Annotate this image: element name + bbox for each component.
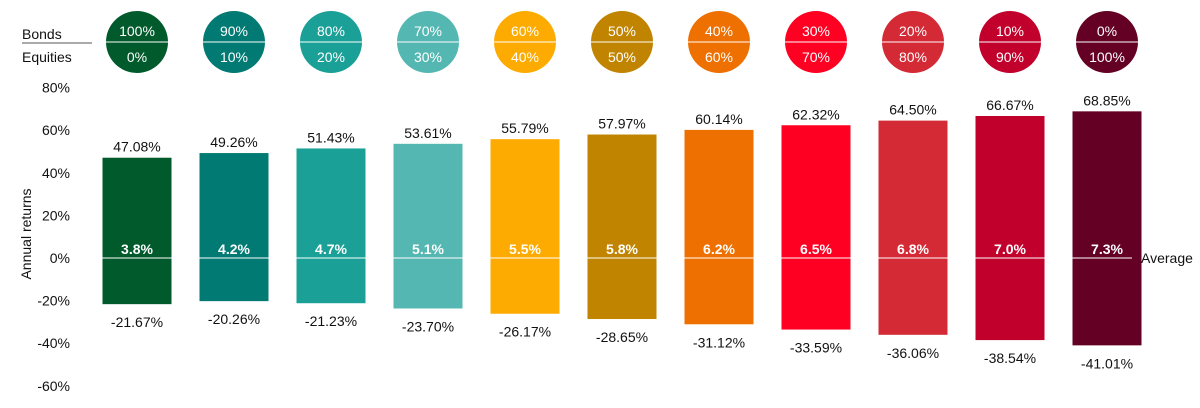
max-return-label: 53.61% (404, 125, 451, 141)
bonds-share-label: 0% (1097, 23, 1117, 39)
y-ticks: 80% 60% 40% 20% 0% -20% -40% -60% (37, 80, 70, 394)
max-return-label: 62.32% (792, 106, 839, 122)
y-tick-label: 80% (42, 80, 70, 96)
bonds-share-label: 40% (705, 23, 733, 39)
bonds-share-label: 50% (608, 23, 636, 39)
min-return-label: -21.23% (305, 313, 357, 329)
y-axis-label: Annual returns (18, 188, 34, 279)
min-return-label: -31.12% (693, 334, 745, 350)
bonds-share-label: 20% (899, 23, 927, 39)
bonds-header-label: Bonds (22, 26, 62, 42)
bonds-share-label: 90% (220, 23, 248, 39)
range-bar (490, 139, 560, 314)
equities-share-label: 20% (317, 49, 345, 65)
max-return-label: 68.85% (1083, 92, 1130, 108)
average-return-label: 7.3% (1091, 241, 1123, 257)
equities-share-label: 0% (127, 49, 147, 65)
equities-share-label: 50% (608, 49, 636, 65)
max-return-label: 55.79% (501, 120, 548, 136)
min-return-label: -38.54% (984, 350, 1036, 366)
range-bar (199, 153, 269, 302)
average-return-label: 7.0% (994, 241, 1026, 257)
min-return-label: -33.59% (790, 340, 842, 356)
min-return-label: -36.06% (887, 345, 939, 361)
average-return-label: 6.2% (703, 241, 735, 257)
range-bar (781, 125, 851, 330)
bonds-share-label: 70% (414, 23, 442, 39)
range-bar (393, 143, 463, 309)
equities-share-label: 90% (996, 49, 1024, 65)
average-return-label: 6.5% (800, 241, 832, 257)
y-tick-label: 20% (42, 207, 70, 223)
equities-share-label: 70% (802, 49, 830, 65)
equities-header-label: Equities (22, 49, 72, 65)
y-tick-label: 40% (42, 165, 70, 181)
average-return-label: 5.8% (606, 241, 638, 257)
average-return-label: 6.8% (897, 241, 929, 257)
bars: 47.08% -21.67% 3.8% 49.26% -20.26% 4.2% 51.43%… (102, 92, 1142, 371)
min-return-label: -21.67% (111, 314, 163, 330)
allocation-circles: 100% 0% 90% 10% 80% 20% 70% 30% 60% 40% 50% 50% 40% 6… (106, 11, 1138, 73)
max-return-label: 57.97% (598, 116, 645, 132)
max-return-label: 66.67% (986, 97, 1033, 113)
max-return-label: 49.26% (210, 134, 257, 150)
max-return-label: 51.43% (307, 129, 354, 145)
average-return-label: 5.5% (509, 241, 541, 257)
average-return-label: 4.7% (315, 241, 347, 257)
min-return-label: -26.17% (499, 324, 551, 340)
bonds-share-label: 30% (802, 23, 830, 39)
average-return-label: 5.1% (412, 241, 444, 257)
equities-share-label: 30% (414, 49, 442, 65)
bonds-share-label: 60% (511, 23, 539, 39)
bonds-share-label: 10% (996, 23, 1024, 39)
y-tick-label: 60% (42, 122, 70, 138)
equities-share-label: 80% (899, 49, 927, 65)
equities-share-label: 10% (220, 49, 248, 65)
equities-share-label: 40% (511, 49, 539, 65)
range-bar (587, 134, 657, 320)
max-return-label: 47.08% (113, 139, 160, 155)
min-return-label: -20.26% (208, 311, 260, 327)
range-bar (975, 115, 1045, 341)
average-return-label: 3.8% (121, 241, 153, 257)
min-return-label: -23.70% (402, 318, 454, 334)
bonds-share-label: 80% (317, 23, 345, 39)
max-return-label: 64.50% (889, 102, 936, 118)
range-bar (878, 120, 948, 335)
y-tick-label: -60% (37, 378, 70, 394)
y-tick-label: -40% (37, 335, 70, 351)
average-return-label: 4.2% (218, 241, 250, 257)
equities-share-label: 100% (1089, 49, 1125, 65)
max-return-label: 60.14% (695, 111, 742, 127)
range-bar (684, 129, 754, 325)
min-return-label: -28.65% (596, 329, 648, 345)
average-label: Average (1141, 250, 1193, 266)
y-tick-label: 0% (50, 250, 70, 266)
range-bar (102, 157, 172, 305)
equities-share-label: 60% (705, 49, 733, 65)
y-tick-label: -20% (37, 293, 70, 309)
range-bar (1072, 111, 1142, 346)
range-bar (296, 148, 366, 304)
min-return-label: -41.01% (1081, 355, 1133, 371)
bonds-share-label: 100% (119, 23, 155, 39)
